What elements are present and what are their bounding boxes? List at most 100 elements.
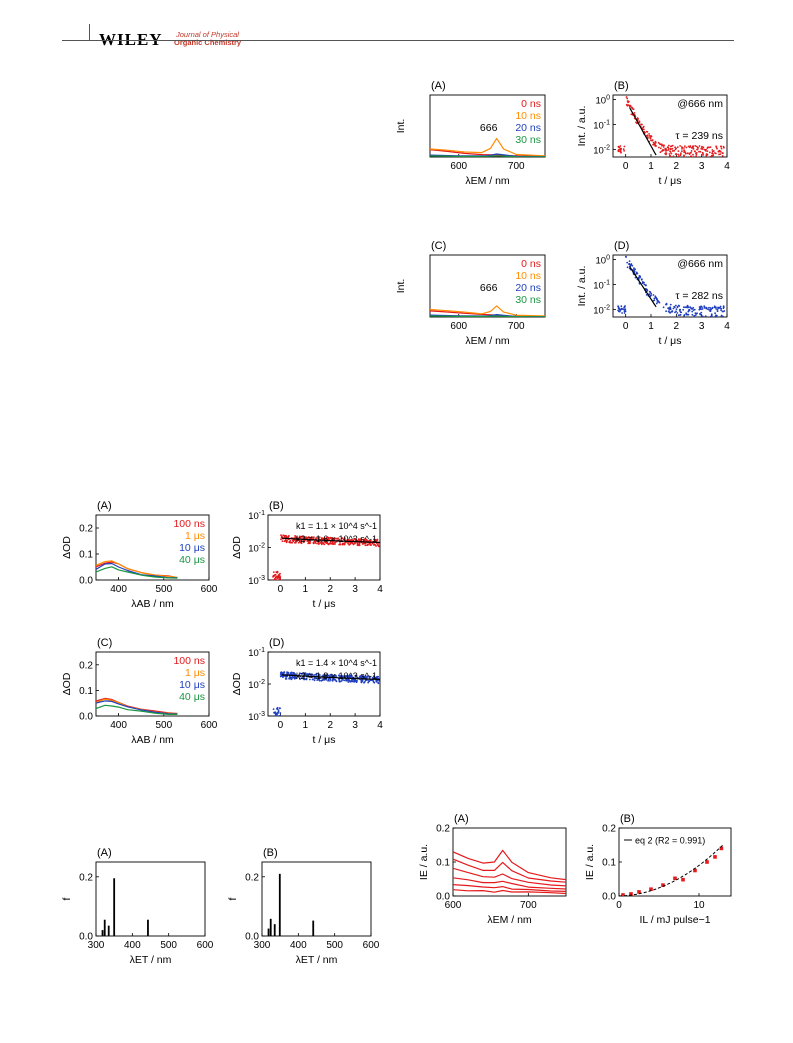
- x-tick-label: 500: [326, 940, 343, 951]
- data-point: [338, 538, 341, 541]
- legend-entry: 0 ns: [521, 98, 541, 110]
- y-axis-label: ΔOD: [231, 672, 243, 695]
- data-point: [619, 145, 622, 147]
- series-line-1: [453, 858, 566, 883]
- data-point: [679, 145, 681, 147]
- data-point: [353, 679, 356, 682]
- data-point: [690, 147, 693, 149]
- legend-entry: 100 ns: [173, 655, 205, 667]
- data-point: [711, 149, 714, 151]
- data-point: [695, 155, 697, 157]
- data-point: [721, 155, 724, 157]
- data-point: [710, 314, 713, 317]
- y-tick-label: 0.0: [602, 892, 616, 903]
- data-point: [701, 308, 704, 310]
- data-point: [623, 150, 625, 152]
- oscillator-bar: [312, 920, 315, 936]
- y-tick-label: 0.2: [602, 824, 616, 835]
- data-point: [274, 573, 277, 576]
- data-point: [676, 312, 679, 314]
- y-tick-label: 10-2: [593, 144, 610, 156]
- data-point: [350, 679, 353, 682]
- data-point: [694, 150, 696, 153]
- y-tick-label: 0.2: [79, 872, 93, 883]
- data-point: [303, 678, 306, 681]
- data-point: [318, 536, 321, 538]
- data-point: [344, 675, 347, 678]
- y-axis-label: Int.: [395, 119, 407, 134]
- data-point: [695, 152, 698, 154]
- data-point: [717, 306, 719, 309]
- data-point: [629, 104, 632, 107]
- data-point: [302, 537, 304, 539]
- data-point: [330, 537, 332, 540]
- data-point: [642, 125, 645, 128]
- series-line-3: [430, 155, 545, 157]
- data-point: [332, 678, 334, 681]
- data-point: [646, 131, 649, 133]
- publisher-logo: WILEY: [99, 30, 163, 49]
- data-point: [371, 542, 374, 545]
- data-point: [633, 112, 636, 114]
- data-point: [705, 150, 707, 152]
- data-point: [643, 128, 645, 131]
- data-point: [676, 306, 679, 309]
- data-point: [347, 538, 349, 541]
- series-line-2: [96, 700, 178, 715]
- data-point: [311, 536, 313, 538]
- oscillator-bar: [107, 925, 110, 936]
- plot-area: [272, 671, 380, 716]
- panel-label: (B): [263, 847, 278, 859]
- data-point: [302, 672, 305, 675]
- header-tick: [89, 24, 90, 41]
- data-point: [376, 538, 379, 541]
- chart-absorption-decay-D: (D) 0 1 2 3 4 10-3 10-2 10-1 t / μs ΔOD k1 = 1.4 × …: [231, 637, 383, 746]
- data-point: [693, 314, 696, 317]
- data-point: [367, 681, 370, 684]
- y-axis-label: Int. / a.u.: [576, 106, 588, 147]
- data-point: [650, 139, 652, 142]
- x-tick-label: 3: [699, 161, 705, 172]
- data-point: [700, 147, 703, 150]
- data-point: [280, 673, 282, 675]
- data-point: [301, 535, 304, 538]
- data-point: [665, 310, 667, 313]
- data-point: [715, 308, 718, 310]
- data-point: [683, 151, 685, 154]
- data-point: [715, 152, 717, 155]
- plot-area: [430, 137, 545, 157]
- data-point: [319, 542, 321, 544]
- data-point: [617, 309, 619, 312]
- header-rule: [62, 40, 734, 41]
- data-point: [691, 308, 694, 310]
- data-point: [706, 308, 709, 310]
- data-point: [624, 305, 626, 307]
- data-point: [369, 544, 372, 546]
- y-tick-label: 0.1: [436, 858, 450, 869]
- data-point: [641, 281, 644, 283]
- data-point: [675, 308, 678, 310]
- data-point: [662, 306, 665, 309]
- data-point: [629, 892, 633, 896]
- x-tick-label: 0: [616, 900, 622, 911]
- data-point: [323, 674, 326, 677]
- data-point: [297, 541, 300, 544]
- x-tick-label: 0: [278, 584, 284, 595]
- x-axis-label: IL / mJ pulse−1: [639, 914, 710, 926]
- data-point: [326, 541, 329, 543]
- y-axis-label: f: [61, 897, 73, 900]
- data-point: [317, 541, 320, 544]
- data-point: [705, 860, 709, 864]
- plot-area: [96, 560, 178, 579]
- data-point: [712, 153, 714, 155]
- series-line-1: [96, 560, 178, 578]
- data-point: [650, 294, 652, 297]
- chart-laser-power-A: (A) 600 700 0.0 0.1 0.2 λEM / nm IE / a.u.: [418, 813, 567, 926]
- data-point: [674, 311, 676, 314]
- legend-entry: 40 μs: [179, 554, 205, 566]
- data-point: [653, 299, 656, 302]
- data-point: [333, 542, 336, 545]
- data-point: [618, 146, 621, 149]
- y-axis-label: IE / a.u.: [584, 844, 596, 880]
- legend-entry: 0 ns: [521, 258, 541, 270]
